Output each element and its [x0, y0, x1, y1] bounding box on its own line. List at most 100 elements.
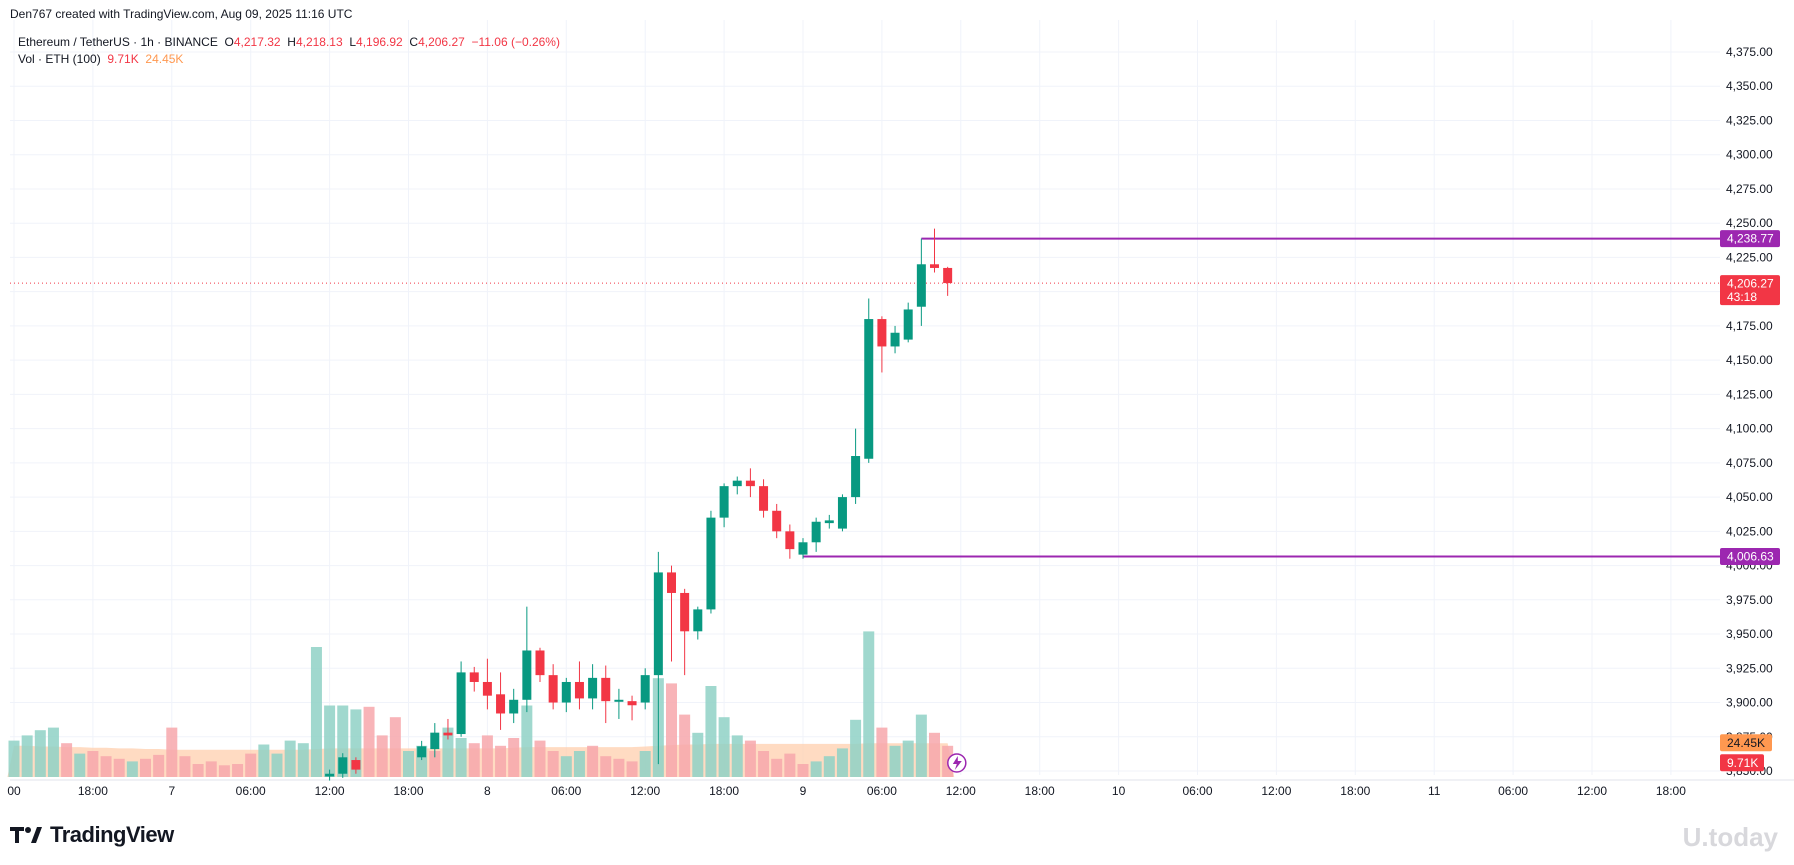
- volume-bar: [61, 743, 73, 777]
- volume-bar: [784, 753, 796, 777]
- candle-body: [522, 650, 532, 700]
- high-label: H: [287, 35, 296, 49]
- candle-body: [798, 542, 808, 555]
- level-badge-bg: [1720, 547, 1780, 565]
- price-tick-label: 3,900.00: [1726, 696, 1773, 710]
- open-value: 4,217.32: [233, 35, 281, 49]
- last-price-badge-countdown: 43:18: [1727, 290, 1757, 304]
- grid-lines: [10, 20, 1794, 781]
- chart-legend: Ethereum / TetherUS · 1h · BINANCE O4,21…: [18, 34, 560, 68]
- volume-bar: [718, 717, 730, 777]
- candle-body: [693, 609, 703, 632]
- candle-body: [851, 456, 861, 498]
- candle-body: [443, 732, 453, 736]
- high-value: 4,218.13: [295, 35, 343, 49]
- tradingview-wordmark[interactable]: TradingView: [50, 822, 174, 847]
- time-tick-label: 18:00: [78, 784, 108, 798]
- candle-body: [719, 486, 729, 518]
- candle-body: [548, 675, 558, 703]
- time-tick-label: 12:00: [946, 784, 976, 798]
- candle-body: [561, 681, 571, 703]
- time-tick-label: 18:00: [1340, 784, 1370, 798]
- volume-bar: [166, 727, 178, 777]
- volume-bar: [573, 751, 585, 777]
- volume-bar: [389, 717, 401, 777]
- candle-body: [930, 264, 939, 268]
- time-tick-label: 18:00: [1656, 784, 1686, 798]
- candles: [325, 228, 953, 781]
- candle-body: [653, 572, 663, 676]
- ohlc-line: Ethereum / TetherUS · 1h · BINANCE O4,21…: [18, 34, 560, 51]
- footer-brand: TradingView: [10, 820, 174, 850]
- price-tick-label: 4,250.00: [1726, 216, 1773, 230]
- candle-body: [325, 773, 335, 777]
- volume-ma-value: 24.45K: [145, 52, 184, 66]
- horizontal-levels: [10, 237, 1720, 558]
- volume-bar: [758, 751, 770, 777]
- candle-body: [680, 592, 690, 632]
- volume-bar: [153, 754, 165, 777]
- candle-body: [601, 677, 611, 702]
- volume-bar: [416, 745, 428, 777]
- candle-body: [877, 319, 887, 347]
- volume-bar: [626, 761, 638, 777]
- chart-credit: Den767 created with TradingView.com, Aug…: [10, 7, 353, 21]
- candle-body: [772, 510, 782, 532]
- volume-bar: [560, 756, 572, 777]
- candle-body: [574, 681, 584, 699]
- time-tick-label: 12:00: [315, 784, 345, 798]
- candle-body: [903, 309, 913, 340]
- volume-bar: [21, 735, 33, 777]
- volume-label[interactable]: Vol · ETH (100): [18, 52, 101, 66]
- lightning-glyph: [952, 756, 962, 770]
- change-value: −11.06 (−0.26%): [471, 35, 560, 49]
- level-badge-bg: [1720, 230, 1780, 248]
- time-tick-label: 12:00: [630, 784, 660, 798]
- price-tick-label: 4,175.00: [1726, 319, 1773, 333]
- time-tick-label: 00: [7, 784, 21, 798]
- price-tick-label: 4,325.00: [1726, 113, 1773, 127]
- price-tick-label: 3,925.00: [1726, 661, 1773, 675]
- price-tick-label: 3,950.00: [1726, 627, 1773, 641]
- candle-body: [759, 486, 769, 511]
- volume-bar: [679, 714, 691, 777]
- candle-body: [430, 732, 440, 750]
- volume-bar: [613, 758, 625, 777]
- candle-body: [943, 267, 953, 284]
- candle-body: [745, 480, 755, 487]
- price-chart[interactable]: 3,850.003,875.003,900.003,925.003,950.00…: [0, 0, 1794, 810]
- volume-last-badge-label: 9.71K: [1727, 756, 1758, 770]
- time-tick-label: 06:00: [1498, 784, 1528, 798]
- volume-ma-area: [7, 743, 955, 777]
- volume-bar: [744, 740, 756, 777]
- low-value: 4,196.92: [356, 35, 403, 49]
- volume-bar: [731, 735, 743, 777]
- price-tick-label: 4,350.00: [1726, 79, 1773, 93]
- symbol-title[interactable]: Ethereum / TetherUS · 1h · BINANCE: [18, 35, 218, 49]
- time-tick-label: 11: [1428, 784, 1441, 798]
- candle-body: [627, 701, 637, 706]
- candle-body: [890, 332, 900, 347]
- time-tick-label: 18:00: [393, 784, 423, 798]
- volume-bar: [508, 738, 520, 777]
- volume-bar: [297, 743, 309, 777]
- volume-bar: [258, 744, 270, 777]
- volume-bar: [192, 764, 204, 777]
- price-tick-label: 4,300.00: [1726, 148, 1773, 162]
- last-price-badge-label: 4,206.27: [1727, 277, 1774, 291]
- low-label: L: [349, 35, 357, 49]
- candle-body: [338, 757, 348, 774]
- volume-bar: [823, 756, 835, 777]
- price-tick-label: 4,025.00: [1726, 524, 1773, 538]
- candle-body: [640, 675, 650, 703]
- time-tick-label: 06:00: [1182, 784, 1212, 798]
- volume-bar: [666, 683, 677, 777]
- candle-body: [351, 760, 361, 770]
- price-tick-label: 4,100.00: [1726, 422, 1773, 436]
- time-tick-label: 06:00: [867, 784, 897, 798]
- volume-ma-badge-bg: [1720, 734, 1772, 752]
- chart-area[interactable]: 3,850.003,875.003,900.003,925.003,950.00…: [0, 0, 1794, 810]
- volume-value: 9.71K: [107, 52, 139, 66]
- volume-bar: [600, 756, 612, 777]
- volume-bar: [521, 705, 533, 777]
